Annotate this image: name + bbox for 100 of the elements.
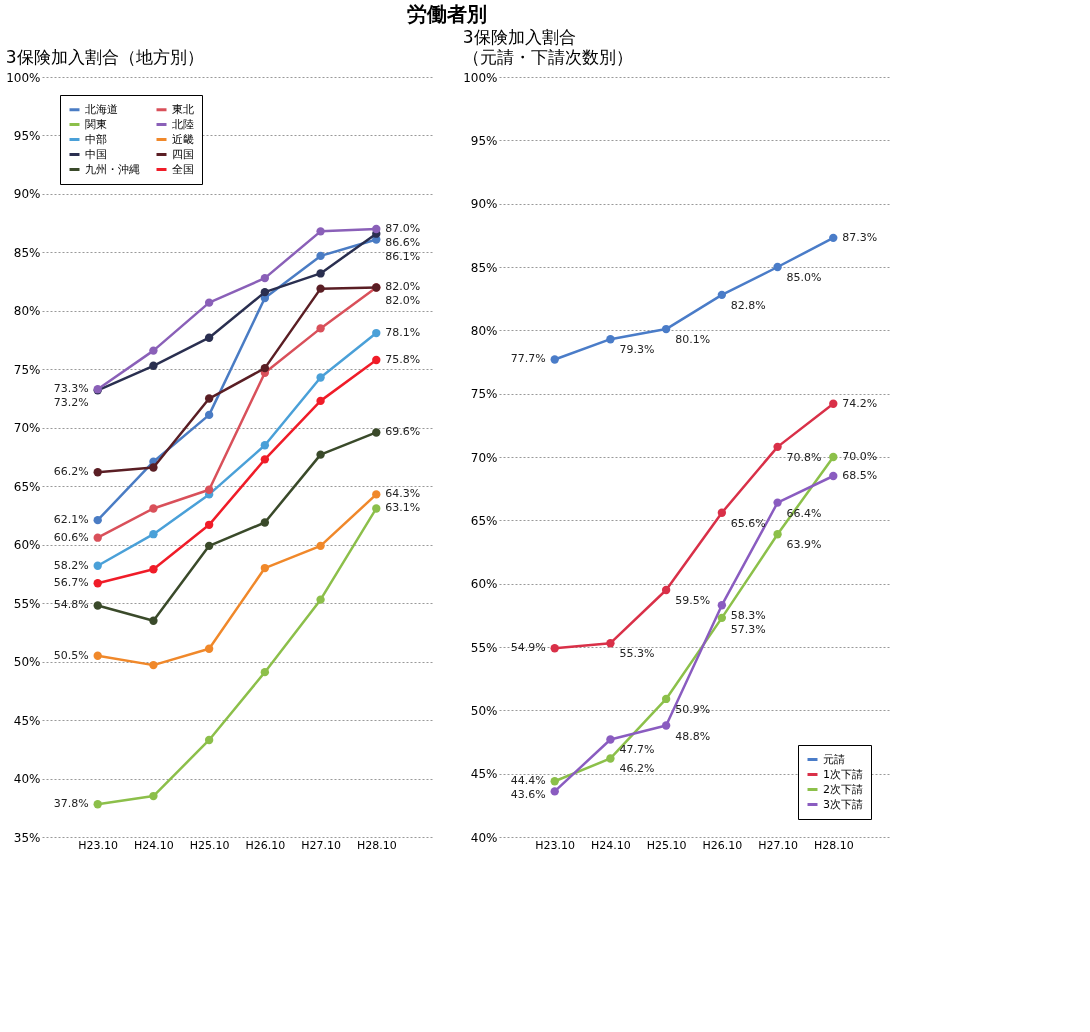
point (316, 373, 325, 382)
y-tick-label: 75% (13, 362, 41, 377)
y-tick-label: 40% (13, 772, 41, 787)
point (316, 541, 325, 551)
point (149, 504, 158, 513)
y-tick-label: 85% (470, 260, 498, 275)
point (93, 601, 102, 610)
data-label: 69.6% (385, 425, 421, 439)
data-label: 66.2% (53, 465, 89, 479)
data-label: 85.0% (786, 271, 822, 284)
text: 労働者別 (407, 2, 488, 26)
data-label: 37.8% (53, 797, 89, 811)
point (829, 471, 838, 481)
point (661, 721, 671, 730)
point (606, 639, 615, 648)
data-label: 56.7% (53, 576, 89, 590)
point (717, 613, 727, 623)
point (717, 508, 727, 517)
point (93, 561, 102, 570)
point (316, 269, 325, 278)
point (372, 328, 381, 338)
data-label: 75.8% (385, 352, 421, 366)
legend-label: 九州・沖縄 (85, 162, 140, 176)
y-tick-label: 70% (13, 421, 41, 436)
point (372, 224, 381, 234)
point (204, 333, 214, 342)
data-label: 55.3% (619, 647, 655, 661)
point (550, 787, 559, 796)
point (316, 284, 325, 293)
data-label: 62.1% (53, 513, 89, 527)
x-tick-label: H25.10 (189, 838, 230, 852)
point (372, 504, 381, 513)
y-tick-label: 70% (470, 450, 498, 465)
data-label: 80.1% (675, 333, 711, 347)
point (606, 754, 615, 763)
y-tick-label: 95% (470, 133, 498, 148)
point (149, 361, 158, 370)
point (260, 287, 270, 297)
point (149, 660, 158, 670)
y-tick-label: 55% (470, 640, 498, 655)
data-label: 59.5% (675, 594, 711, 607)
y-tick-label: 40% (470, 830, 498, 845)
point (260, 563, 270, 573)
y-tick-label: 65% (13, 479, 41, 494)
data-label: 54.9% (510, 641, 546, 655)
point (606, 735, 615, 744)
data-label: 46.2% (619, 762, 655, 776)
y-tick-label: 80% (13, 304, 41, 319)
point (93, 800, 102, 809)
y-tick-label: 45% (470, 767, 498, 782)
data-label: 68.5% (842, 469, 878, 482)
point (149, 346, 158, 355)
legend-label: 北陸 (172, 117, 194, 131)
point (260, 441, 270, 450)
chart-subtitle: （元請・下請次数別） (462, 47, 633, 67)
legend-label: 2次下請 (823, 782, 863, 796)
point (717, 601, 727, 610)
data-label: 78.1% (385, 326, 421, 340)
point (93, 651, 102, 660)
data-label: 50.5% (53, 648, 89, 662)
data-label: 43.6% (510, 788, 546, 802)
point (260, 455, 270, 464)
x-tick-label: H25.10 (646, 838, 687, 852)
point (204, 735, 214, 745)
x-tick-label: H28.10 (356, 838, 397, 852)
data-label: 73.2% (53, 396, 89, 410)
legend-label: 四国 (172, 147, 194, 161)
point (773, 498, 782, 507)
data-label: 64.3% (385, 487, 421, 501)
y-tick-label: 55% (13, 596, 41, 611)
legend-label: 中国 (85, 147, 107, 161)
point (93, 515, 102, 525)
point (773, 442, 782, 452)
data-label: 44.4% (510, 774, 546, 788)
point (204, 541, 214, 551)
point (606, 335, 615, 344)
legend-label: 近畿 (172, 132, 194, 146)
x-tick-label: H24.10 (591, 838, 631, 852)
x-tick-label: H23.10 (78, 838, 119, 852)
data-label: 77.7% (510, 352, 546, 366)
y-tick-label: 45% (13, 713, 41, 728)
legend-label: 1次下請 (823, 767, 863, 781)
x-tick-label: H26.10 (702, 838, 743, 852)
point (316, 227, 325, 236)
data-label: 60.6% (53, 530, 89, 544)
point (260, 273, 270, 283)
x-tick-label: H27.10 (301, 838, 341, 852)
y-tick-label: 85% (13, 245, 41, 260)
data-label: 82.8% (730, 298, 766, 312)
data-label: 50.9% (675, 702, 711, 716)
data-label: 63.9% (786, 538, 822, 552)
point (773, 262, 782, 272)
y-tick-label: 35% (13, 830, 41, 845)
point (550, 777, 559, 786)
data-label: 48.8% (675, 729, 711, 743)
point (204, 644, 214, 653)
point (93, 533, 102, 542)
point (260, 518, 270, 527)
data-label: 86.6% (385, 236, 421, 249)
point (372, 490, 381, 499)
